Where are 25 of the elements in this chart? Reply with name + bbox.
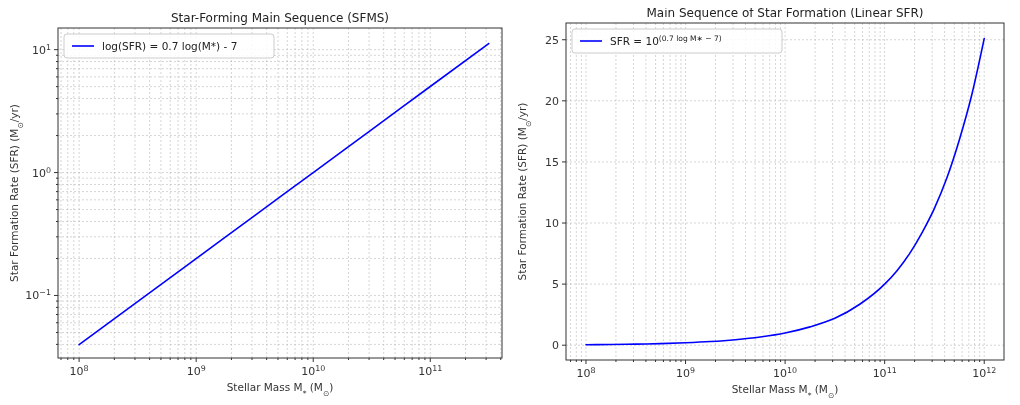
y-tick-label: 15 — [545, 155, 559, 169]
x-tick-label: 10$^{10}$ — [301, 363, 326, 378]
x-tick-label: 10$^{9}$ — [186, 363, 206, 378]
x-axis-title: Stellar Mass M$_{*}$ (M$_{⊙}$) — [226, 381, 334, 398]
chart-title: Main Sequence of Star Formation (Linear SFR) — [646, 6, 924, 20]
x-tick-label: 10$^{10}$ — [773, 365, 798, 380]
x-tick-label: 10$^{9}$ — [676, 365, 696, 380]
legend-label: log(SFR) = 0.7 log(M*) - 7 — [102, 40, 238, 52]
y-tick-label: 25 — [545, 33, 559, 47]
x-axis-title: Stellar Mass M$_{*}$ (M$_{⊙}$) — [731, 383, 839, 400]
y-tick-label: 0 — [552, 339, 559, 353]
x-tick-label: 10$^{8}$ — [69, 363, 89, 378]
x-tick-label: 10$^{11}$ — [872, 365, 897, 380]
chart-title: Star-Forming Main Sequence (SFMS) — [170, 11, 390, 25]
line-series — [78, 42, 490, 346]
y-tick-label: 10$^{−1}$ — [25, 287, 51, 303]
legend-label: SFR = 10$^{(0.7 log M∗ − 7)}$ — [610, 33, 722, 47]
x-tick-label: 10$^{12}$ — [972, 365, 997, 380]
y-tick-label: 10 — [545, 217, 559, 231]
x-tick-label: 10$^{8}$ — [576, 365, 596, 380]
x-tick-label: 10$^{11}$ — [418, 363, 443, 378]
y-tick-label: 10$^{0}$ — [31, 165, 51, 180]
y-tick-label: 5 — [552, 278, 559, 292]
y-tick-label: 20 — [545, 94, 559, 108]
y-tick-label: 10$^{1}$ — [31, 42, 51, 57]
